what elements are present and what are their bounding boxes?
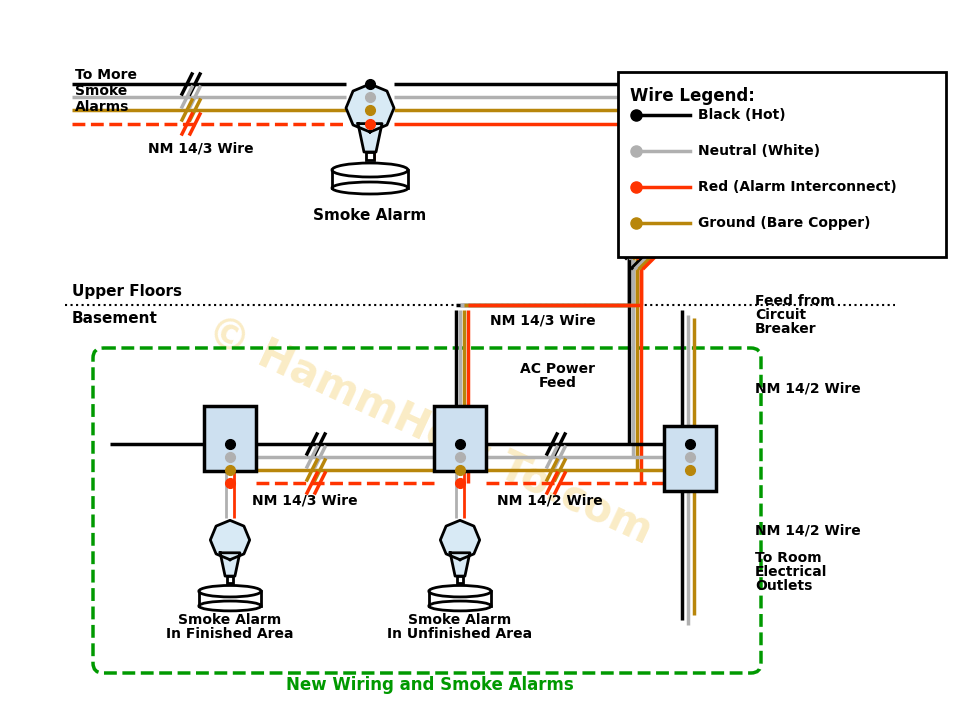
Text: NM 14/2 Wire: NM 14/2 Wire — [755, 524, 861, 538]
Text: To More: To More — [75, 68, 137, 82]
Text: Red (Alarm Interconnect): Red (Alarm Interconnect) — [698, 180, 897, 194]
Bar — [457, 576, 464, 582]
Polygon shape — [332, 170, 408, 188]
Polygon shape — [441, 521, 480, 559]
Polygon shape — [199, 591, 261, 606]
Text: NM 14/3 Wire: NM 14/3 Wire — [490, 314, 595, 328]
Text: NM 14/2 Wire: NM 14/2 Wire — [497, 494, 603, 508]
Text: Outlets: Outlets — [755, 579, 812, 593]
Text: Feed from: Feed from — [755, 294, 834, 308]
Text: Smoke Alarm: Smoke Alarm — [179, 613, 281, 627]
Text: NM 14/3 Wire: NM 14/3 Wire — [148, 141, 253, 155]
Text: Basement: Basement — [72, 311, 157, 326]
Polygon shape — [210, 521, 250, 559]
Text: Breaker: Breaker — [755, 322, 817, 336]
Text: Ground (Bare Copper): Ground (Bare Copper) — [698, 216, 871, 230]
Bar — [618, 72, 946, 257]
Bar — [366, 152, 374, 160]
Text: In Finished Area: In Finished Area — [166, 627, 294, 641]
Text: © HammHow To.com: © HammHow To.com — [201, 308, 660, 552]
Bar — [434, 405, 486, 470]
Text: Smoke Alarm: Smoke Alarm — [408, 613, 512, 627]
Ellipse shape — [429, 601, 492, 611]
Text: Electrical: Electrical — [755, 565, 828, 579]
Polygon shape — [429, 591, 492, 606]
Polygon shape — [220, 553, 240, 576]
Text: NM 14/2 Wire: NM 14/2 Wire — [755, 382, 861, 396]
Bar — [204, 405, 256, 470]
Ellipse shape — [332, 182, 408, 194]
Polygon shape — [346, 84, 394, 132]
Text: In Unfinished Area: In Unfinished Area — [388, 627, 533, 641]
Ellipse shape — [199, 601, 261, 611]
Text: Wire Legend:: Wire Legend: — [630, 87, 755, 105]
Text: Feed: Feed — [540, 376, 577, 390]
Polygon shape — [358, 124, 382, 152]
Bar — [664, 426, 716, 490]
Bar — [227, 576, 233, 582]
Text: Circuit: Circuit — [755, 308, 806, 322]
Text: To Room: To Room — [755, 551, 822, 565]
Text: Black (Hot): Black (Hot) — [698, 108, 785, 122]
Ellipse shape — [332, 163, 408, 177]
Text: Upper Floors: Upper Floors — [72, 284, 182, 299]
Polygon shape — [450, 553, 469, 576]
Text: Alarms: Alarms — [75, 100, 130, 114]
Text: Neutral (White): Neutral (White) — [698, 144, 820, 158]
Text: Smoke Alarm: Smoke Alarm — [313, 208, 426, 223]
Ellipse shape — [429, 585, 492, 597]
Text: AC Power: AC Power — [520, 362, 595, 376]
Text: New Wiring and Smoke Alarms: New Wiring and Smoke Alarms — [286, 676, 574, 694]
Text: NM 14/3 Wire: NM 14/3 Wire — [252, 494, 358, 508]
Ellipse shape — [199, 585, 261, 597]
Text: Smoke: Smoke — [75, 84, 128, 98]
